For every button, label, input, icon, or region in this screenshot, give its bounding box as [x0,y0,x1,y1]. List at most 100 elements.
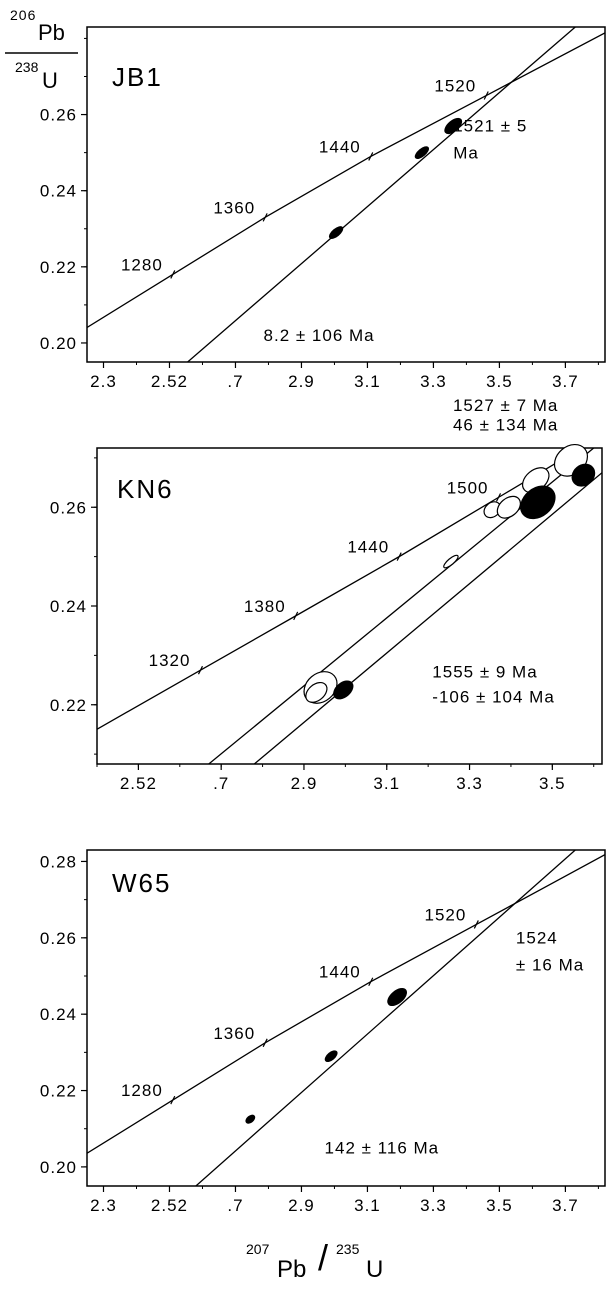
x-axis-label: 207 Pb / 235 U [246,1237,383,1283]
y-tick-label: 0.22 [50,696,87,715]
discordia-line [253,472,602,764]
x-tick-label: 3.5 [486,372,513,391]
x-tick-label: 2.52 [151,1196,188,1215]
x-tick-label: 2.9 [288,372,315,391]
chart-panel-kn6: KN6 2.52 .7 2.9 3.1 3.3 3.5 0.22 0.24 0.26 1320 138… [50,396,603,793]
concordia-curve [87,32,605,329]
concordia-curve [87,853,605,1155]
x-tick-label: 3.1 [373,774,400,793]
chart-panel-w65: W65 2.3 2.52 .7 2.9 3.1 3.3 3.5 3.7 0.20 0.22 0.24 0… [40,849,606,1215]
error-ellipse [443,554,459,569]
x-tick-label: 2.9 [288,1196,315,1215]
concordia-age-tick [197,665,204,675]
age-annotation: 8.2 ± 106 Ma [264,326,375,345]
x-tick-label: 2.3 [90,1196,117,1215]
y-tick-label: 0.24 [50,597,87,616]
error-ellipse [387,987,408,1007]
y-tick-label: 0.22 [40,1082,77,1101]
y-label-base1: Pb [38,20,65,45]
x-tick-label: 3.7 [552,372,579,391]
concordia-age-tick [396,552,402,561]
x-tick-label: .7 [213,774,229,793]
y-tick-label: 0.26 [50,498,87,517]
x-tick-label: .7 [227,372,243,391]
x-tick-label: 3.5 [539,774,566,793]
plot-frame [86,849,606,1187]
error-ellipse [324,1050,338,1063]
y-tick-label: 0.26 [40,929,77,948]
error-ellipse [328,226,344,239]
error-ellipse [444,117,463,135]
age-annotation: 142 ± 116 Ma [325,1139,440,1158]
plot-frame [86,26,606,363]
age-annotation: ± 16 Ma [516,955,584,974]
x-tick-label: 3.1 [354,372,381,391]
x-label-sup1: 207 [246,1241,270,1257]
concordia-age-label: 1500 [447,478,489,497]
x-label-base1: Pb [277,1256,306,1283]
error-ellipse [496,495,521,519]
age-annotation: 1527 ± 7 Ma [453,396,558,415]
x-tick-label: 3.3 [420,372,447,391]
concordia-age-tick [368,152,374,161]
y-tick-label: 0.28 [40,852,77,871]
concordia-age-tick [483,91,489,100]
concordia-age-tick [293,611,299,621]
y-tick-label: 0.20 [40,1158,77,1177]
concordia-age-tick [170,270,176,279]
chart-panel-jb1: JB1 2.3 2.52 .7 2.9 3.1 3.3 3.5 3.7 0.20 0.22 0.24 0… [40,26,606,391]
age-annotation: 1524 [516,929,558,948]
concordia-age-label: 1440 [319,963,361,982]
y-tick-label: 0.24 [40,1005,77,1024]
x-label-base2: U [366,1256,383,1283]
error-ellipse [571,463,596,487]
concordia-age-tick [262,213,268,222]
concordia-age-label: 1280 [121,255,163,274]
error-ellipse [414,146,430,160]
concordia-age-label: 1380 [244,597,286,616]
age-annotation: 1555 ± 9 Ma [432,663,537,682]
age-annotation: 1521 ± 5 [453,117,527,136]
x-tick-label: .7 [227,1196,243,1215]
error-ellipse [520,485,556,520]
y-label-base2: U [42,68,58,93]
y-tick-label: 0.20 [40,334,77,353]
y-axis-label: 206 Pb 238 U [5,7,78,93]
panel-title: JB1 [112,62,163,92]
y-tick-label: 0.26 [40,106,77,125]
x-tick-label: 3.1 [354,1196,381,1215]
y-tick-label: 0.24 [40,182,77,201]
y-label-sup2: 238 [15,59,39,75]
concordia-age-label: 1360 [213,198,255,217]
concordia-age-tick [170,1095,176,1105]
x-tick-label: 2.3 [90,372,117,391]
x-tick-label: 3.7 [552,1196,579,1215]
x-tick-label: 3.5 [486,1196,513,1215]
panel-title: W65 [112,868,171,898]
concordia-age-label: 1360 [213,1024,255,1043]
concordia-age-label: 1520 [424,905,466,924]
discordia-line [187,27,576,362]
concordia-age-label: 1520 [434,77,476,96]
concordia-age-tick [495,493,502,502]
error-ellipse [245,1114,256,1124]
error-ellipse [305,681,328,703]
concordia-age-tick [473,920,479,929]
concordia-curve [97,448,583,730]
y-tick-label: 0.22 [40,258,77,277]
panel-title: KN6 [117,474,174,504]
x-tick-label: 2.52 [151,372,188,391]
x-tick-label: 3.3 [420,1196,447,1215]
concordia-age-label: 1280 [121,1081,163,1100]
concordia-age-tick [262,1038,268,1048]
x-label-sup2: 235 [336,1241,360,1257]
error-ellipse [333,680,354,700]
concordia-age-label: 1320 [149,651,191,670]
discordia-line [195,850,576,1186]
x-tick-label: 2.52 [120,774,157,793]
age-annotation: -106 ± 104 Ma [432,687,555,706]
x-tick-label: 2.9 [291,774,318,793]
concordia-age-tick [368,977,374,986]
concordia-age-label: 1440 [347,538,389,557]
